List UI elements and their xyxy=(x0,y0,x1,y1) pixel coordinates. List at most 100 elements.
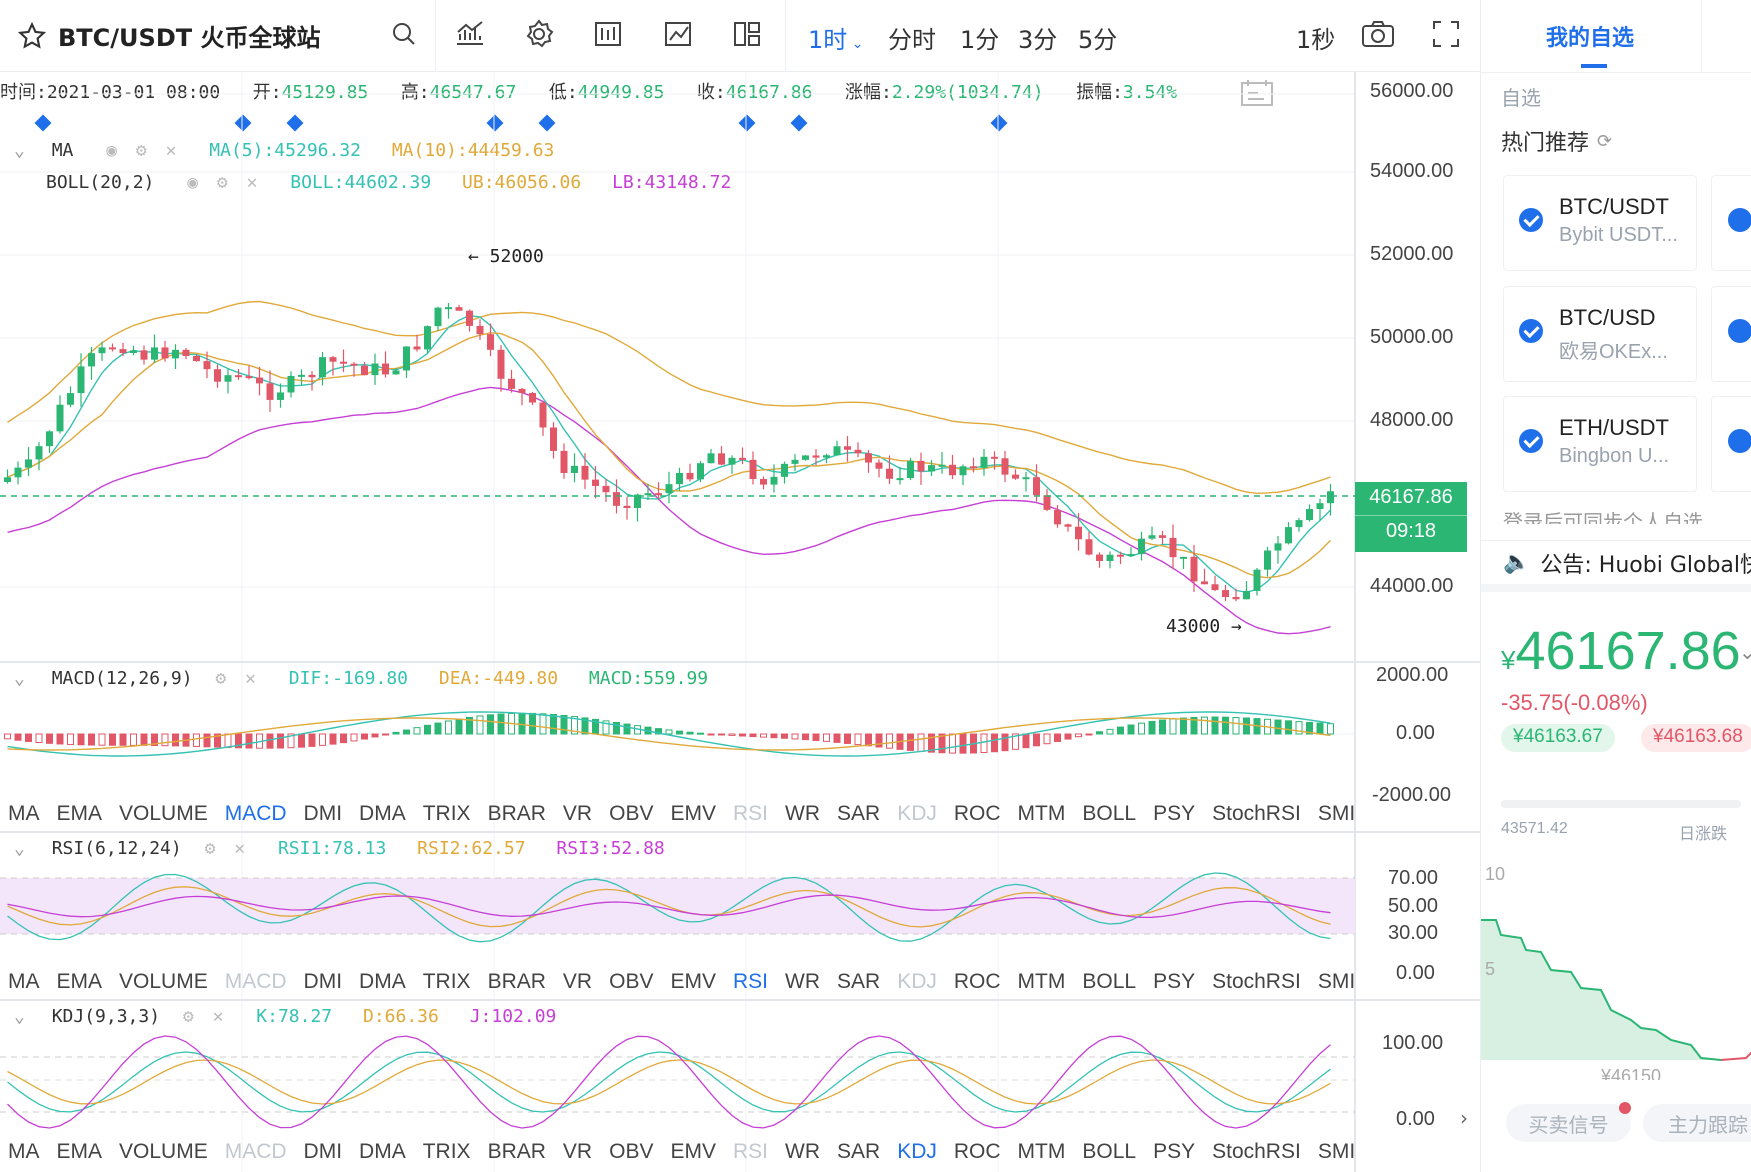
indicator-tab-sar[interactable]: SAR xyxy=(837,970,881,993)
indicator-tab-ema[interactable]: EMA xyxy=(56,802,103,825)
watch-card-partial[interactable] xyxy=(1711,396,1751,492)
indicator-tab-wr[interactable]: WR xyxy=(785,970,820,993)
indicator-tab-dma[interactable]: DMA xyxy=(359,970,406,993)
indicator-tab-brar[interactable]: BRAR xyxy=(487,970,546,993)
chevron-down-icon[interactable]: ⌄ xyxy=(1739,640,1751,664)
check-icon[interactable] xyxy=(1728,429,1751,453)
indicator-tab-sar[interactable]: SAR xyxy=(837,1140,881,1163)
settings-icon[interactable]: ⚙ xyxy=(216,172,228,193)
indicator-tab-volume[interactable]: VOLUME xyxy=(119,802,208,825)
symbol-title[interactable]: BTC/USDT 火币全球站 xyxy=(18,18,320,53)
check-icon[interactable] xyxy=(1519,208,1543,232)
chevron-down-icon[interactable]: ⌄ xyxy=(14,668,25,689)
indicator-tab-trix[interactable]: TRIX xyxy=(422,1140,471,1163)
candlesticks[interactable] xyxy=(4,303,1334,602)
indicator-tab-boll[interactable]: BOLL xyxy=(1082,970,1137,993)
indicator-tab-boll[interactable]: BOLL xyxy=(1082,1140,1137,1163)
indicator-tab-emv[interactable]: EMV xyxy=(670,970,716,993)
indicator-tab-roc[interactable]: ROC xyxy=(953,1140,1001,1163)
indicator-tab-stochrsi[interactable]: StochRSI xyxy=(1212,1140,1301,1163)
indicator-icon[interactable] xyxy=(454,18,486,50)
chevron-right-icon[interactable]: › xyxy=(1460,1106,1468,1130)
indicator-tab-psy[interactable]: PSY xyxy=(1153,970,1196,993)
indicator-tab-obv[interactable]: OBV xyxy=(609,802,654,825)
indicator-tab-rsi[interactable]: RSI xyxy=(732,1140,768,1163)
indicator-tab-ma[interactable]: MA xyxy=(8,970,40,993)
eye-icon[interactable]: ◉ xyxy=(187,172,199,193)
indicator-tab-kdj[interactable]: KDJ xyxy=(897,1140,937,1163)
indicator-tab-brar[interactable]: BRAR xyxy=(487,1140,546,1163)
indicator-tab-vr[interactable]: VR xyxy=(562,1140,593,1163)
indicator-tab-psy[interactable]: PSY xyxy=(1153,1140,1196,1163)
indicator-tab-vr[interactable]: VR xyxy=(562,970,593,993)
indicator-tab-macd[interactable]: MACD xyxy=(224,802,287,825)
indicator-tab-psy[interactable]: PSY xyxy=(1153,802,1196,825)
indicator-tab-macd[interactable]: MACD xyxy=(224,970,287,993)
close-icon[interactable]: ✕ xyxy=(212,1006,224,1027)
indicator-tab-kdj[interactable]: KDJ xyxy=(897,802,937,825)
interval-5m[interactable]: 5分 xyxy=(1078,26,1118,54)
draw-icon[interactable] xyxy=(662,18,694,50)
camera-icon[interactable] xyxy=(1360,18,1396,50)
indicator-tab-smi[interactable]: SMI xyxy=(1317,970,1356,993)
fullscreen-icon[interactable] xyxy=(1430,18,1462,50)
check-icon[interactable] xyxy=(1728,208,1751,232)
chevron-down-icon[interactable]: ⌄ xyxy=(14,1006,25,1027)
eye-icon[interactable]: ◉ xyxy=(106,140,118,161)
indicator-tab-mtm[interactable]: MTM xyxy=(1017,1140,1066,1163)
notice-bar[interactable]: 🔈 公告: Huobi Global快 xyxy=(1481,540,1751,592)
indicator-tab-volume[interactable]: VOLUME xyxy=(119,1140,208,1163)
gear-icon[interactable] xyxy=(523,18,555,50)
indicator-tab-roc[interactable]: ROC xyxy=(953,970,1001,993)
check-icon[interactable] xyxy=(1519,429,1543,453)
indicator-tab-dmi[interactable]: DMI xyxy=(303,1140,343,1163)
search-icon[interactable] xyxy=(388,18,420,50)
indicator-tab-rsi[interactable]: RSI xyxy=(732,970,768,993)
indicator-tab-dma[interactable]: DMA xyxy=(359,1140,406,1163)
indicator-tab-wr[interactable]: WR xyxy=(785,1140,820,1163)
watch-card-partial[interactable] xyxy=(1711,286,1751,382)
indicator-tab-ema[interactable]: EMA xyxy=(56,970,103,993)
indicator-tab-obv[interactable]: OBV xyxy=(609,1140,654,1163)
indicator-tab-wr[interactable]: WR xyxy=(785,802,820,825)
indicator-tab-emv[interactable]: EMV xyxy=(670,1140,716,1163)
indicator-tab-smi[interactable]: SMI xyxy=(1317,1140,1356,1163)
settings-icon[interactable]: ⚙ xyxy=(215,668,227,689)
close-icon[interactable]: ✕ xyxy=(165,140,177,161)
chevron-down-icon[interactable]: ⌄ xyxy=(14,838,25,859)
tab-my-watchlist[interactable]: 我的自选 xyxy=(1481,0,1701,72)
chart-type-icon[interactable] xyxy=(592,18,624,50)
settings-icon[interactable]: ⚙ xyxy=(135,140,147,161)
close-icon[interactable]: ✕ xyxy=(234,838,246,859)
indicator-tab-sar[interactable]: SAR xyxy=(837,802,881,825)
indicator-tab-stochrsi[interactable]: StochRSI xyxy=(1212,970,1301,993)
settings-icon[interactable]: ⚙ xyxy=(182,1006,194,1027)
indicator-tab-brar[interactable]: BRAR xyxy=(487,802,546,825)
indicator-tab-mtm[interactable]: MTM xyxy=(1017,802,1066,825)
star-icon[interactable] xyxy=(18,21,46,50)
indicator-tab-trix[interactable]: TRIX xyxy=(422,970,471,993)
interval-3m[interactable]: 3分 xyxy=(1018,26,1058,54)
watch-card-partial[interactable] xyxy=(1711,175,1751,271)
indicator-tab-stochrsi[interactable]: StochRSI xyxy=(1212,802,1301,825)
interval-1m[interactable]: 1分 xyxy=(960,26,1000,54)
settings-icon[interactable]: ⚙ xyxy=(204,838,216,859)
indicator-tab-smi[interactable]: SMI xyxy=(1317,802,1356,825)
indicator-tab-kdj[interactable]: KDJ xyxy=(897,970,937,993)
indicator-tab-boll[interactable]: BOLL xyxy=(1082,802,1137,825)
kline-chart[interactable]: 时间:2021-03-01 08:00 开:45129.85 高:46547.6… xyxy=(0,72,1480,1172)
main-force-tracking-button[interactable]: 主力跟踪 xyxy=(1643,1104,1751,1142)
chevron-down-icon[interactable]: ⌄ xyxy=(14,140,25,161)
indicator-tab-ema[interactable]: EMA xyxy=(56,1140,103,1163)
close-icon[interactable]: ✕ xyxy=(246,172,258,193)
close-icon[interactable]: ✕ xyxy=(245,668,256,689)
interval-1h[interactable]: 1时 ⌄ xyxy=(808,26,864,54)
watch-card[interactable]: ETH/USDT Bingbon U... xyxy=(1503,396,1697,492)
interval-timeshare[interactable]: 分时 xyxy=(888,26,936,54)
watch-card[interactable]: BTC/USDT Bybit USDT... xyxy=(1503,175,1697,271)
indicator-tab-dmi[interactable]: DMI xyxy=(303,802,343,825)
refresh-rate[interactable]: 1秒 xyxy=(1296,26,1336,54)
day-change-label[interactable]: 日涨跌 xyxy=(1679,824,1728,843)
indicator-tab-ma[interactable]: MA xyxy=(8,1140,40,1163)
indicator-tab-dmi[interactable]: DMI xyxy=(303,970,343,993)
